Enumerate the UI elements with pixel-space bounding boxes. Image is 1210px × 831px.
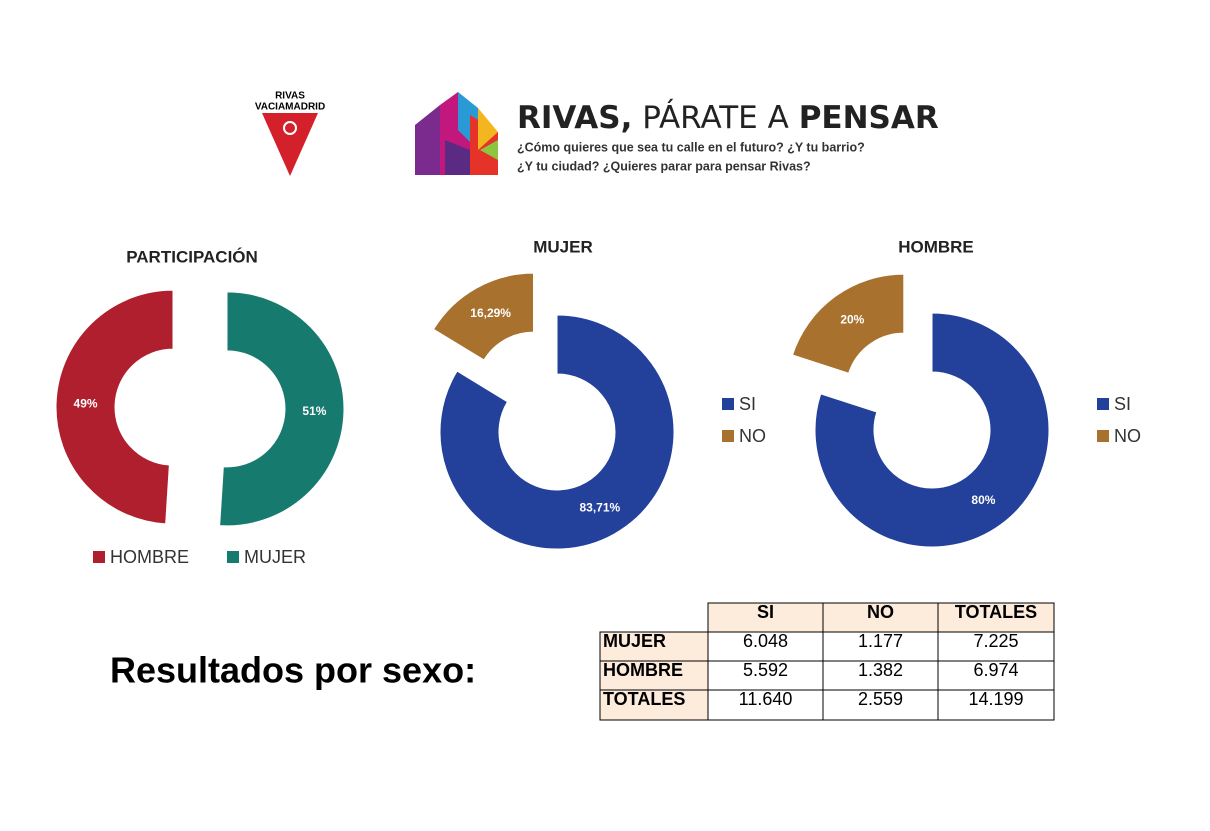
campaign-logo (415, 92, 498, 175)
table-cell (599, 660, 709, 691)
table-cell (937, 689, 1055, 721)
table-cell (707, 689, 824, 721)
donut-slice (814, 312, 1050, 548)
slice-label: 51% (302, 404, 326, 418)
subtitle: ¿Cómo quieres que sea tu calle en el fut… (517, 140, 865, 154)
title-end: PENSAR (799, 100, 939, 136)
legend-label: NO (739, 426, 766, 446)
table-cell (937, 602, 1055, 633)
table-value: 1.382 (858, 660, 903, 680)
legend-swatch (1097, 430, 1109, 442)
table-value: 14.199 (968, 689, 1023, 709)
table-header: NO (867, 602, 894, 622)
title-lead: RIVAS, (517, 100, 632, 136)
legend-label: NO (1114, 426, 1141, 446)
slice-label: 20% (840, 313, 864, 327)
table-cell (822, 602, 939, 633)
table-value: 7.225 (973, 631, 1018, 651)
chart-title: PARTICIPACIÓN (126, 247, 258, 266)
section-heading: Resultados por sexo: (110, 650, 476, 691)
legend-label: SI (1114, 394, 1131, 414)
subtitle: ¿Y tu ciudad? ¿Quieres parar para pensar… (517, 159, 811, 173)
slice-label: 83,71% (579, 500, 620, 514)
donut-slice (219, 291, 345, 527)
donut-slice (432, 272, 534, 361)
legend-swatch (1097, 398, 1109, 410)
donut-slice (791, 273, 905, 374)
chart-title: HOMBRE (898, 237, 974, 256)
slice-label: 80% (971, 493, 995, 507)
table-value: 6.974 (973, 660, 1018, 680)
table-cell (822, 660, 939, 691)
logo-shield (262, 113, 318, 176)
table-header: SI (757, 602, 774, 622)
table-cell (707, 631, 824, 662)
campaign-title: RIVAS, PÁRATE A PENSAR (517, 100, 939, 136)
logo-text: VACIAMADRID (255, 102, 325, 113)
title-middle: PÁRATE A (642, 100, 789, 136)
row-label: MUJER (603, 631, 666, 651)
table-cell (707, 660, 824, 691)
table-cell (707, 602, 824, 633)
table-value: 11.640 (739, 689, 793, 709)
table-value: 2.559 (858, 689, 903, 709)
legend-label: MUJER (244, 547, 306, 567)
chart-title: MUJER (533, 237, 593, 256)
donut-slice (55, 289, 174, 525)
table-cell (822, 631, 939, 662)
slice-label: 16,29% (470, 306, 511, 320)
logo-text: RIVAS (275, 91, 305, 102)
donut-slice (439, 314, 675, 550)
table-cell (937, 660, 1055, 691)
row-label: HOMBRE (603, 660, 683, 680)
table-cell (937, 631, 1055, 662)
legend-label: HOMBRE (110, 547, 189, 567)
slice-label: 49% (74, 397, 98, 411)
row-label: TOTALES (603, 689, 685, 709)
table-cell (822, 689, 939, 721)
table-value: 6.048 (743, 631, 788, 651)
legend-swatch (227, 551, 239, 563)
legend-swatch (722, 398, 734, 410)
table-value: 1.177 (858, 631, 903, 651)
legend-swatch (722, 430, 734, 442)
legend-swatch (93, 551, 105, 563)
table-header: TOTALES (955, 602, 1037, 622)
table-value: 5.592 (743, 660, 788, 680)
table-cell (599, 689, 709, 721)
legend-label: SI (739, 394, 756, 414)
logo-sun (283, 121, 297, 135)
